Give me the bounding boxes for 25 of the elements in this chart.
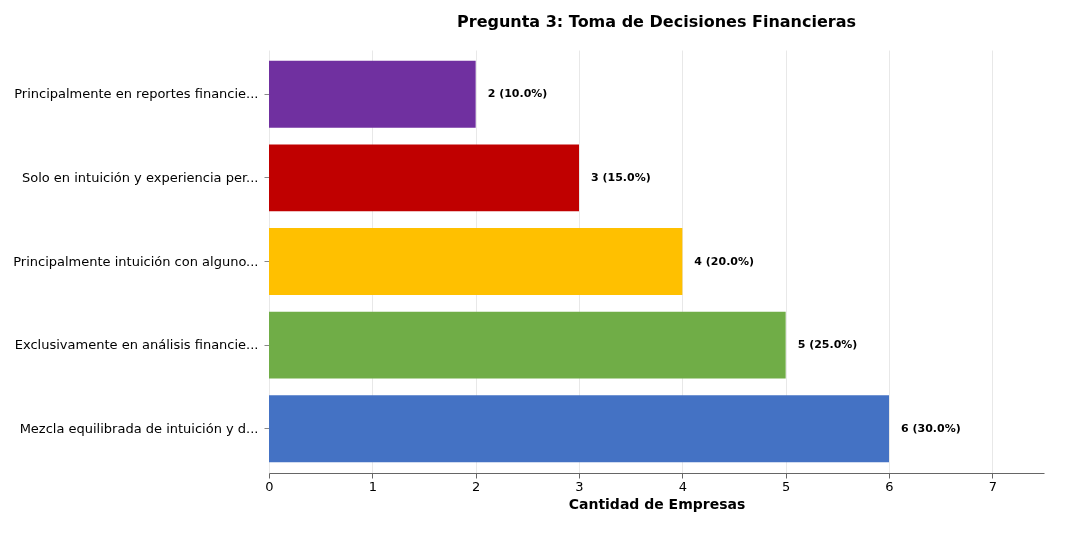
bar <box>269 60 476 128</box>
y-tick-label: Principalmente intuición con alguno... <box>13 253 259 269</box>
y-tick-label: Principalmente en reportes financie... <box>14 86 259 102</box>
bar <box>269 144 579 212</box>
x-axis-title: Cantidad de Empresas <box>568 495 746 512</box>
data-label: 3 (15.0%) <box>591 170 651 184</box>
x-tick-label: 6 <box>885 478 894 494</box>
x-tick-label: 7 <box>988 478 997 494</box>
bar <box>269 311 786 379</box>
x-tick-label: 3 <box>575 478 584 494</box>
x-tick-label: 2 <box>472 478 481 494</box>
x-tick-label: 4 <box>678 478 687 494</box>
x-tick-label: 1 <box>368 478 377 494</box>
bar <box>269 395 889 463</box>
chart-title: Pregunta 3: Toma de Decisiones Financieras <box>457 12 856 31</box>
data-label: 2 (10.0%) <box>487 87 548 101</box>
x-tick-label: 5 <box>782 478 791 494</box>
bar <box>269 228 683 295</box>
y-tick-label: Exclusivamente en análisis financie... <box>14 337 259 353</box>
x-tick-label: 0 <box>265 478 274 494</box>
data-label: 6 (30.0%) <box>901 421 961 435</box>
data-label: 4 (20.0%) <box>694 254 755 268</box>
y-tick-label: Mezcla equilibrada de intuición y d... <box>19 420 259 436</box>
y-tick-label: Solo en intuición y experiencia per... <box>21 169 259 185</box>
data-label: 5 (25.0%) <box>797 338 858 352</box>
